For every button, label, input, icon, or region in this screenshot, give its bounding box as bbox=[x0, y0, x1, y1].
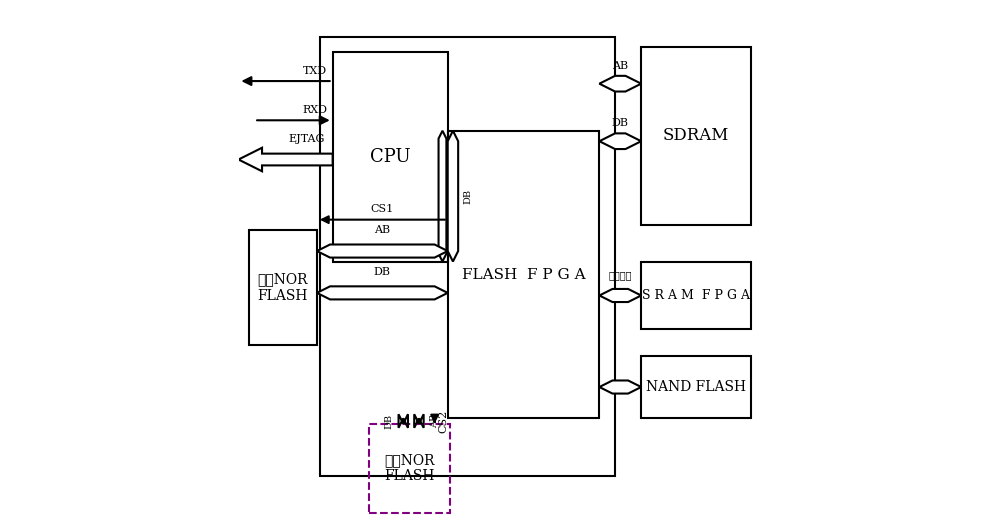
Text: SDRAM: SDRAM bbox=[663, 128, 729, 144]
Polygon shape bbox=[399, 414, 408, 428]
Bar bbox=[333, 52, 448, 262]
Text: AB: AB bbox=[374, 225, 390, 235]
Text: DB: DB bbox=[374, 267, 391, 277]
Text: TXD: TXD bbox=[303, 66, 327, 76]
Polygon shape bbox=[239, 148, 333, 172]
Bar bbox=[641, 47, 751, 225]
Text: 第二NOR
FLASH: 第二NOR FLASH bbox=[385, 453, 435, 483]
Text: RXD: RXD bbox=[302, 105, 327, 115]
Text: CS1: CS1 bbox=[371, 204, 394, 214]
Text: DB: DB bbox=[612, 118, 629, 128]
Text: 第一NOR
FLASH: 第一NOR FLASH bbox=[258, 272, 308, 303]
Bar bbox=[249, 230, 317, 345]
Polygon shape bbox=[599, 289, 641, 302]
Text: S R A M  F P G A: S R A M F P G A bbox=[642, 289, 750, 302]
Polygon shape bbox=[599, 381, 641, 394]
Polygon shape bbox=[448, 131, 458, 262]
Text: DB: DB bbox=[463, 189, 472, 203]
Bar bbox=[448, 131, 599, 418]
Text: FLASH  F P G A: FLASH F P G A bbox=[462, 268, 585, 281]
Text: 制裁总线: 制裁总线 bbox=[609, 271, 632, 280]
Text: AB: AB bbox=[612, 61, 628, 71]
Bar bbox=[369, 424, 450, 513]
Text: AB: AB bbox=[430, 414, 439, 428]
Polygon shape bbox=[414, 414, 424, 428]
Text: CPU: CPU bbox=[370, 148, 410, 166]
Polygon shape bbox=[317, 245, 448, 257]
Text: EJTAG: EJTAG bbox=[288, 134, 325, 144]
Bar bbox=[641, 356, 751, 418]
Bar bbox=[320, 37, 615, 476]
Text: DB: DB bbox=[384, 414, 393, 428]
Bar bbox=[641, 262, 751, 329]
Polygon shape bbox=[599, 76, 641, 92]
Polygon shape bbox=[317, 287, 448, 299]
Text: NAND FLASH: NAND FLASH bbox=[646, 380, 746, 394]
Polygon shape bbox=[439, 131, 446, 262]
Text: CS2: CS2 bbox=[439, 410, 449, 433]
Polygon shape bbox=[599, 133, 641, 149]
